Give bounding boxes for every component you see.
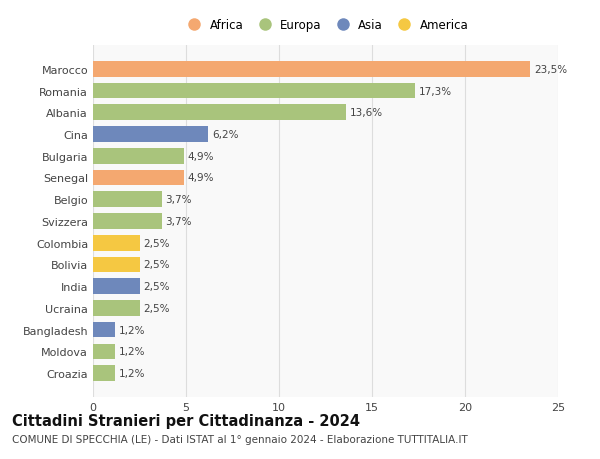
Bar: [93, 300, 139, 316]
Text: 4,9%: 4,9%: [188, 151, 214, 162]
Bar: [93, 105, 346, 121]
Bar: [93, 235, 139, 251]
Bar: [93, 213, 162, 230]
Bar: [93, 365, 115, 381]
Bar: [93, 257, 139, 273]
Bar: [93, 192, 162, 207]
Legend: Africa, Europa, Asia, America: Africa, Europa, Asia, America: [180, 17, 471, 34]
Text: 2,5%: 2,5%: [143, 238, 170, 248]
Bar: [93, 84, 415, 99]
Bar: [93, 149, 184, 164]
Bar: [93, 322, 115, 338]
Text: 23,5%: 23,5%: [534, 65, 567, 75]
Text: 6,2%: 6,2%: [212, 130, 239, 140]
Text: 2,5%: 2,5%: [143, 281, 170, 291]
Bar: [93, 344, 115, 359]
Text: 1,2%: 1,2%: [119, 347, 146, 357]
Bar: [93, 127, 208, 143]
Text: COMUNE DI SPECCHIA (LE) - Dati ISTAT al 1° gennaio 2024 - Elaborazione TUTTITALI: COMUNE DI SPECCHIA (LE) - Dati ISTAT al …: [12, 434, 468, 444]
Text: 4,9%: 4,9%: [188, 173, 214, 183]
Text: 2,5%: 2,5%: [143, 260, 170, 270]
Text: 3,7%: 3,7%: [166, 195, 192, 205]
Text: 13,6%: 13,6%: [350, 108, 383, 118]
Text: 1,2%: 1,2%: [119, 368, 146, 378]
Bar: [93, 62, 530, 78]
Text: Cittadini Stranieri per Cittadinanza - 2024: Cittadini Stranieri per Cittadinanza - 2…: [12, 413, 360, 428]
Bar: [93, 279, 139, 294]
Text: 2,5%: 2,5%: [143, 303, 170, 313]
Text: 1,2%: 1,2%: [119, 325, 146, 335]
Text: 3,7%: 3,7%: [166, 217, 192, 226]
Bar: [93, 170, 184, 186]
Text: 17,3%: 17,3%: [419, 86, 452, 96]
